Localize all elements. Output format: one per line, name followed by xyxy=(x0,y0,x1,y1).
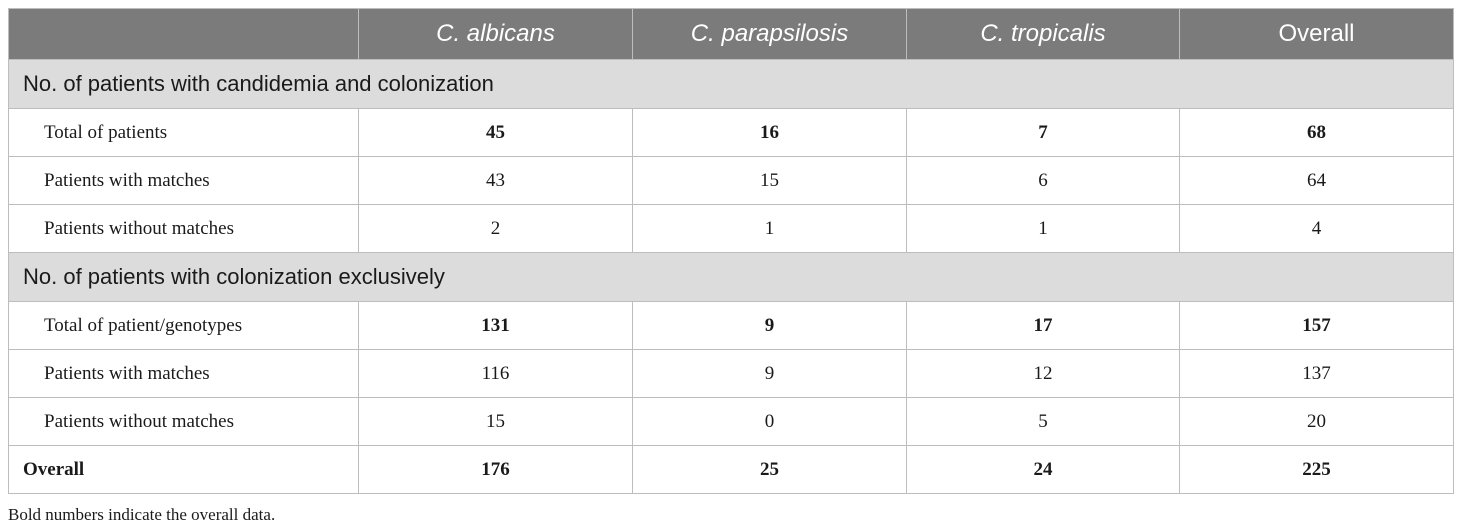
cell-albicans: 116 xyxy=(358,349,633,398)
cell-parapsilosis: 16 xyxy=(632,108,907,157)
cell-albicans: 15 xyxy=(358,397,633,446)
cell-parapsilosis: 1 xyxy=(632,204,907,253)
cell-albicans: 45 xyxy=(358,108,633,157)
section-title: No. of patients with colonization exclus… xyxy=(8,252,1454,302)
cell-overall: 64 xyxy=(1179,156,1454,205)
table-row: Patients without matches 15 0 5 20 xyxy=(8,397,1454,446)
cell-overall: 157 xyxy=(1179,301,1454,350)
overall-row: Overall 176 25 24 225 xyxy=(8,445,1454,494)
header-cell-tropicalis: C. tropicalis xyxy=(906,8,1180,60)
cell-albicans: 43 xyxy=(358,156,633,205)
section-row-colonization: No. of patients with colonization exclus… xyxy=(8,252,1454,302)
table-row: Total of patient/genotypes 131 9 17 157 xyxy=(8,301,1454,350)
row-label: Total of patients xyxy=(8,108,359,157)
cell-parapsilosis: 25 xyxy=(632,445,907,494)
table-row: Patients with matches 43 15 6 64 xyxy=(8,156,1454,205)
table-row: Total of patients 45 16 7 68 xyxy=(8,108,1454,157)
cell-overall: 68 xyxy=(1179,108,1454,157)
cell-overall: 20 xyxy=(1179,397,1454,446)
row-label: Patients without matches xyxy=(8,397,359,446)
row-label: Patients with matches xyxy=(8,156,359,205)
row-label: Overall xyxy=(8,445,359,494)
cell-tropicalis: 7 xyxy=(906,108,1180,157)
header-row: C. albicans C. parapsilosis C. tropicali… xyxy=(8,8,1454,60)
cell-overall: 4 xyxy=(1179,204,1454,253)
header-cell-parapsilosis: C. parapsilosis xyxy=(632,8,907,60)
header-cell-overall: Overall xyxy=(1179,8,1454,60)
cell-tropicalis: 17 xyxy=(906,301,1180,350)
cell-tropicalis: 5 xyxy=(906,397,1180,446)
cell-parapsilosis: 15 xyxy=(632,156,907,205)
cell-albicans: 176 xyxy=(358,445,633,494)
cell-parapsilosis: 9 xyxy=(632,349,907,398)
table-row: Patients with matches 116 9 12 137 xyxy=(8,349,1454,398)
header-cell-albicans: C. albicans xyxy=(358,8,633,60)
section-row-candidemia: No. of patients with candidemia and colo… xyxy=(8,59,1454,109)
cell-overall: 225 xyxy=(1179,445,1454,494)
section-title: No. of patients with candidemia and colo… xyxy=(8,59,1454,109)
row-label: Patients with matches xyxy=(8,349,359,398)
row-label: Total of patient/genotypes xyxy=(8,301,359,350)
cell-tropicalis: 24 xyxy=(906,445,1180,494)
table-footnote: Bold numbers indicate the overall data. xyxy=(8,505,276,524)
data-table: C. albicans C. parapsilosis C. tropicali… xyxy=(8,8,1454,494)
row-label: Patients without matches xyxy=(8,204,359,253)
cell-tropicalis: 12 xyxy=(906,349,1180,398)
cell-overall: 137 xyxy=(1179,349,1454,398)
table-row: Patients without matches 2 1 1 4 xyxy=(8,204,1454,253)
cell-parapsilosis: 0 xyxy=(632,397,907,446)
cell-albicans: 131 xyxy=(358,301,633,350)
cell-tropicalis: 1 xyxy=(906,204,1180,253)
header-cell-empty xyxy=(8,8,359,60)
cell-albicans: 2 xyxy=(358,204,633,253)
cell-tropicalis: 6 xyxy=(906,156,1180,205)
cell-parapsilosis: 9 xyxy=(632,301,907,350)
